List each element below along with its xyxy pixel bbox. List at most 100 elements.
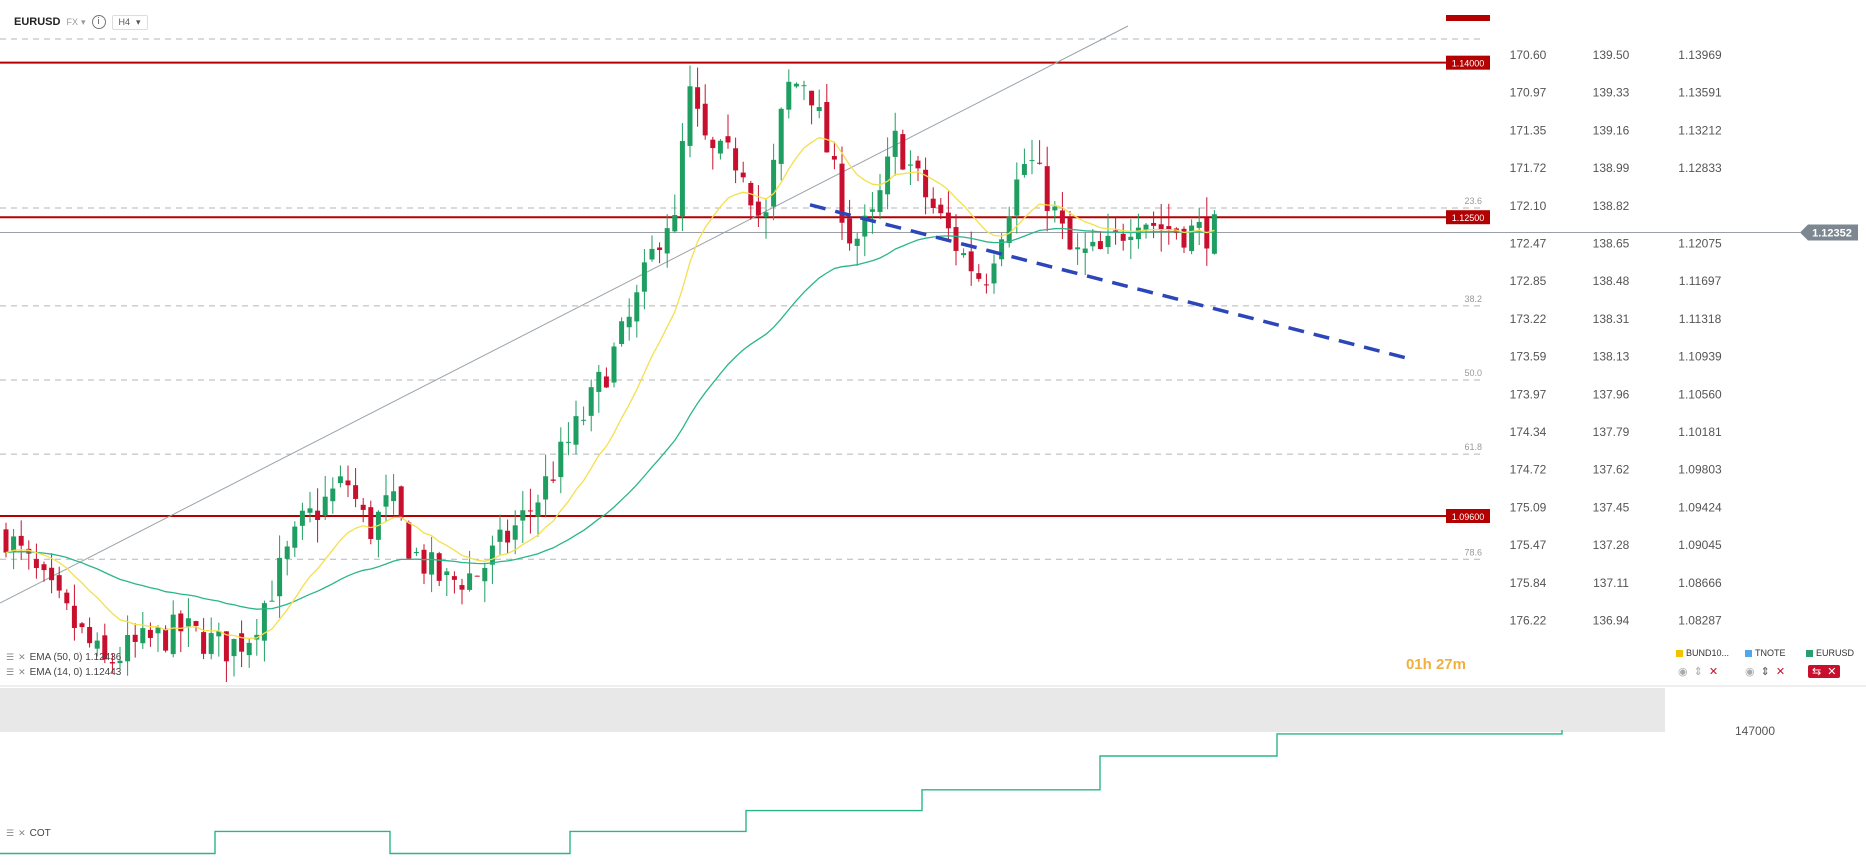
candle-body [147,629,153,638]
candle-body [573,416,579,445]
candle-body [246,642,252,656]
candle-body [117,660,123,664]
indicator-legend-cot[interactable]: ☰ ✕ COT [6,828,51,839]
candle-body [482,567,488,582]
timeframe-selector[interactable]: H4 ▾ [111,14,148,30]
eye-icon[interactable]: ◉ [1745,665,1755,678]
close-icon[interactable]: ✕ [1827,665,1837,678]
candle-body [771,159,777,207]
reorder-icon[interactable]: ⇕ [1693,665,1703,678]
indicator-legend-ema14[interactable]: ☰ ✕ EMA (14, 0) 1.12443 [6,667,121,678]
axis-tick-label: 1.10181 [1678,425,1722,439]
candle-body [900,134,906,170]
candle-body [801,85,807,87]
eye-icon[interactable]: ◉ [1678,665,1688,678]
indicator-label: EMA (14, 0) 1.12443 [29,667,122,678]
candle-body [49,567,55,581]
candle-body [429,552,435,575]
candle-body [1113,230,1119,232]
candle-body [839,163,845,223]
candle-body [657,247,663,251]
candle-body [619,321,625,345]
axis-tick-label: 137.45 [1593,500,1630,514]
horizontal-levels[interactable] [0,61,1800,517]
settings-icon[interactable]: ☰ [6,652,15,663]
axis-tick-label: 1.13212 [1678,123,1722,137]
cot-panel-bg [0,688,1665,732]
candle-body [634,292,640,322]
axis-tick-label: 172.47 [1510,237,1547,251]
candle-body [368,507,374,539]
candle-body [18,535,24,546]
candle-body [945,212,951,229]
candle-body [185,618,191,627]
color-swatch [1806,649,1813,657]
candle-body [132,634,138,642]
axis-tick-label: 1.12075 [1678,237,1722,251]
candle-body [87,626,93,644]
axis-tick-label: 170.60 [1510,48,1547,62]
axis-tick-label: 1.11318 [1679,312,1722,326]
legend-bund[interactable]: BUND10... [1676,648,1729,658]
reorder-icon[interactable]: ⇕ [1760,665,1770,678]
candle-body [391,491,397,502]
candle-body [360,504,366,510]
candle-body [140,628,146,644]
legend-eurusd[interactable]: EURUSD [1806,648,1854,658]
candle-body [991,263,997,284]
candle-body [930,198,936,209]
indicator-label: COT [29,828,51,839]
settings-icon[interactable]: ☰ [6,828,15,839]
close-icon[interactable]: ✕ [18,828,26,839]
symbol-name[interactable]: EURUSD [14,16,61,28]
axis-tick-label: 137.11 [1593,576,1629,590]
candle-body [1128,236,1134,240]
level-tag-partial [1446,15,1490,21]
diagonal-trendline[interactable] [0,25,1129,604]
candle-body [269,600,275,602]
candle-body [1052,206,1058,211]
candle-body [489,545,495,565]
candle-body [968,251,974,272]
candle-body [725,136,731,143]
dashed-trendline[interactable] [809,203,1413,362]
candle-body [337,476,343,484]
candle-body [216,631,222,637]
fib-label: 78.6 [1464,547,1482,557]
timeframe-label: H4 [118,16,131,27]
candle-body [961,253,967,256]
indicator-legend-ema50[interactable]: ☰ ✕ EMA (50, 0) 1.12436 [6,652,121,663]
candle-body [239,633,245,652]
axis-tick-label: 138.65 [1593,237,1630,251]
color-swatch [1676,649,1683,657]
candle-body [953,227,959,251]
axis-tick-label: 139.33 [1593,86,1630,100]
candle-body [1097,241,1103,249]
ruler-icon[interactable]: ⇆ [1812,665,1822,678]
settings-icon[interactable]: ☰ [6,667,15,678]
candle-body [603,376,609,388]
axis-tick-label: 1.08666 [1678,576,1722,590]
candle-body [292,526,298,548]
current-price-tag [1800,224,1858,241]
candle-body [1151,222,1157,226]
candle-body [398,486,404,518]
axis-tick-label: 171.72 [1510,161,1547,175]
candle-body [345,480,351,486]
candle-body [11,536,17,553]
fib-label: 38.2 [1464,294,1482,304]
close-icon[interactable]: ✕ [1708,665,1719,678]
info-icon[interactable]: i [91,15,106,29]
axis-tick-label: 137.79 [1593,425,1630,439]
legend-tnote[interactable]: TNOTE [1745,648,1786,658]
close-icon[interactable]: ✕ [1775,665,1786,678]
current-price-label: 1.12352 [1812,227,1852,239]
ema-14-line [5,136,1215,639]
axis-tick-label: 173.22 [1510,312,1547,326]
candle-body [1189,225,1195,252]
close-icon[interactable]: ✕ [18,652,26,663]
axis-tick-label: 174.34 [1510,425,1547,439]
close-icon[interactable]: ✕ [18,667,26,678]
market-selector[interactable]: FX ▾ [66,17,85,28]
